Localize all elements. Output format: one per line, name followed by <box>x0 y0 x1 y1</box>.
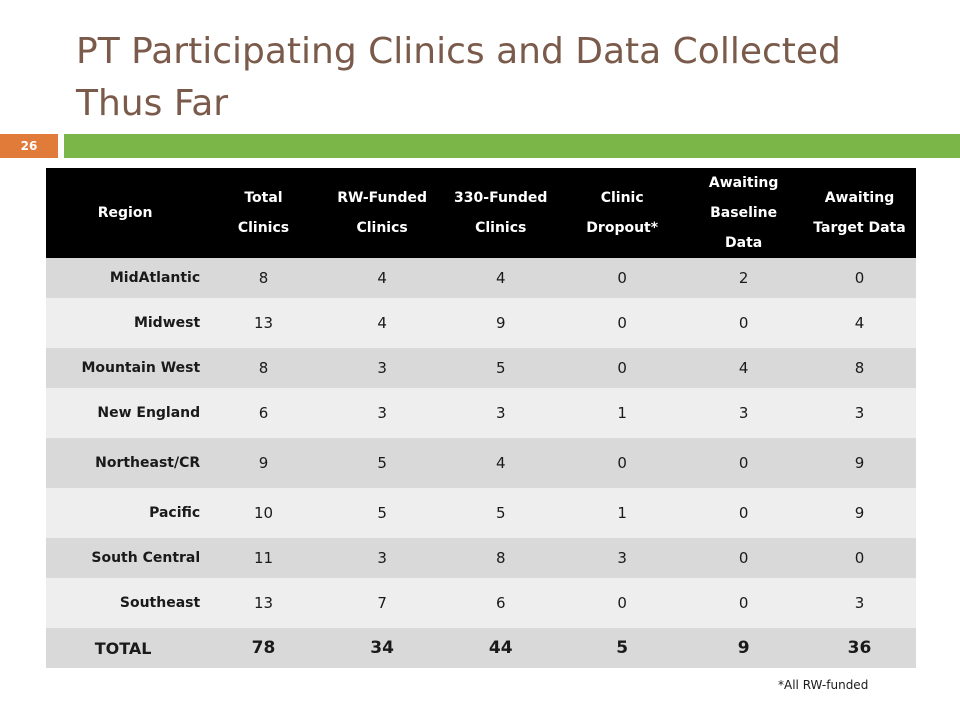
table-row: New England 6 3 3 1 3 3 <box>46 388 916 438</box>
330-funded-cell: 5 <box>441 488 561 538</box>
awaiting-baseline-cell: 3 <box>684 388 803 438</box>
330-funded-cell: 3 <box>441 388 561 438</box>
slide-title: PT Participating Clinics and Data Collec… <box>76 31 841 124</box>
rw-funded-sum-cell: 34 <box>322 628 442 668</box>
table-row: South Central 11 3 8 3 0 0 <box>46 538 916 578</box>
total-label-cell: TOTAL <box>46 628 205 668</box>
region-cell: South Central <box>46 538 205 578</box>
330-funded-cell: 4 <box>441 258 561 298</box>
region-cell: Midwest <box>46 298 205 348</box>
rw-funded-cell: 3 <box>322 348 442 388</box>
table-row: MidAtlantic 8 4 4 0 2 0 <box>46 258 916 298</box>
awaiting-baseline-cell: 0 <box>684 578 803 628</box>
rw-funded-cell: 5 <box>322 438 442 488</box>
rw-funded-cell: 3 <box>322 538 442 578</box>
total-clinics-cell: 10 <box>204 488 323 538</box>
table-row: Pacific 10 5 5 1 0 9 <box>46 488 916 538</box>
total-clinics-cell: 9 <box>204 438 323 488</box>
awaiting-baseline-cell: 4 <box>684 348 803 388</box>
region-cell: Mountain West <box>46 348 205 388</box>
total-clinics-cell: 13 <box>204 578 323 628</box>
awaiting-target-cell: 9 <box>802 438 916 488</box>
rw-funded-cell: 5 <box>322 488 442 538</box>
region-cell: Southeast <box>46 578 205 628</box>
clinics-table: Region Total Clinics RW-Funded Clinics 3… <box>46 168 916 668</box>
region-cell: New England <box>46 388 205 438</box>
awaiting-baseline-cell: 2 <box>684 258 803 298</box>
dropout-cell: 1 <box>560 388 685 438</box>
column-header-rw-funded-clinics: RW-Funded Clinics <box>322 168 442 258</box>
330-funded-cell: 8 <box>441 538 561 578</box>
awaiting-target-cell: 0 <box>802 258 916 298</box>
table-row: Southeast 13 7 6 0 0 3 <box>46 578 916 628</box>
330-funded-cell: 4 <box>441 438 561 488</box>
total-clinics-cell: 13 <box>204 298 323 348</box>
table-header-row: Region Total Clinics RW-Funded Clinics 3… <box>46 168 916 258</box>
table-total-row: TOTAL 78 34 44 5 9 36 <box>46 628 916 668</box>
awaiting-target-cell: 8 <box>802 348 916 388</box>
awaiting-target-sum-cell: 36 <box>802 628 916 668</box>
awaiting-baseline-cell: 0 <box>684 488 803 538</box>
dropout-cell: 1 <box>560 488 685 538</box>
dropout-cell: 0 <box>560 298 685 348</box>
dropout-cell: 0 <box>560 578 685 628</box>
awaiting-target-cell: 3 <box>802 388 916 438</box>
awaiting-target-cell: 3 <box>802 578 916 628</box>
column-header-awaiting-target-data: Awaiting Target Data <box>802 168 916 258</box>
column-header-clinic-dropout: Clinic Dropout* <box>560 168 685 258</box>
total-clinics-cell: 8 <box>204 258 323 298</box>
table-row: Mountain West 8 3 5 0 4 8 <box>46 348 916 388</box>
column-header-total-clinics: Total Clinics <box>204 168 323 258</box>
table-row: Northeast/CR 9 5 4 0 0 9 <box>46 438 916 488</box>
column-header-330-funded-clinics: 330-Funded Clinics <box>441 168 561 258</box>
dropout-cell: 3 <box>560 538 685 578</box>
total-clinics-cell: 11 <box>204 538 323 578</box>
table-row: Midwest 13 4 9 0 0 4 <box>46 298 916 348</box>
330-funded-cell: 5 <box>441 348 561 388</box>
rw-funded-cell: 4 <box>322 298 442 348</box>
awaiting-baseline-cell: 0 <box>684 298 803 348</box>
region-cell: Pacific <box>46 488 205 538</box>
awaiting-target-cell: 9 <box>802 488 916 538</box>
rw-funded-cell: 3 <box>322 388 442 438</box>
330-funded-cell: 6 <box>441 578 561 628</box>
rw-funded-cell: 7 <box>322 578 442 628</box>
awaiting-target-cell: 4 <box>802 298 916 348</box>
awaiting-baseline-cell: 0 <box>684 438 803 488</box>
region-cell: MidAtlantic <box>46 258 205 298</box>
dropout-cell: 0 <box>560 438 685 488</box>
total-clinics-cell: 6 <box>204 388 323 438</box>
awaiting-baseline-sum-cell: 9 <box>684 628 803 668</box>
rw-funded-cell: 4 <box>322 258 442 298</box>
slide-number: 26 <box>0 134 58 158</box>
column-header-awaiting-baseline-data: Awaiting Baseline Data <box>684 168 803 258</box>
title-divider-bar <box>64 134 960 158</box>
dropout-sum-cell: 5 <box>560 628 685 668</box>
330-funded-cell: 9 <box>441 298 561 348</box>
total-clinics-sum-cell: 78 <box>204 628 323 668</box>
region-cell: Northeast/CR <box>46 438 205 488</box>
footnote: *All RW-funded <box>778 678 869 692</box>
dropout-cell: 0 <box>560 258 685 298</box>
dropout-cell: 0 <box>560 348 685 388</box>
330-funded-sum-cell: 44 <box>441 628 561 668</box>
awaiting-target-cell: 0 <box>802 538 916 578</box>
column-header-region: Region <box>46 168 205 258</box>
total-clinics-cell: 8 <box>204 348 323 388</box>
awaiting-baseline-cell: 0 <box>684 538 803 578</box>
